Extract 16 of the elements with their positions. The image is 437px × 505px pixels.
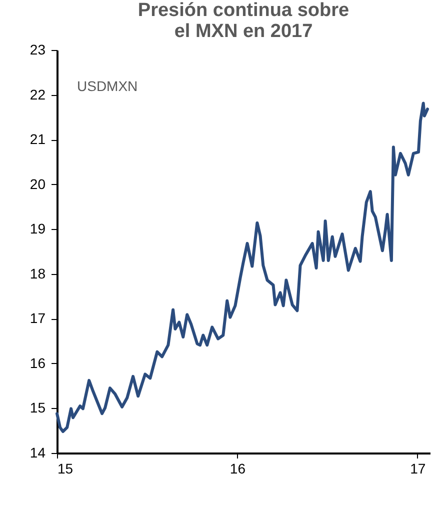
y-tick-label: 14 bbox=[30, 444, 46, 460]
y-tick-label: 18 bbox=[30, 265, 46, 282]
line-series bbox=[56, 102, 429, 434]
y-tick-label: 19 bbox=[30, 220, 46, 237]
y-tick-label: 23 bbox=[30, 42, 46, 58]
chart-title: Presión continua sobre el MXN en 2017 bbox=[138, 0, 350, 42]
y-tick-label: 17 bbox=[30, 310, 46, 326]
y-tick-label: 21 bbox=[30, 131, 46, 148]
y-tick-label: 16 bbox=[30, 354, 46, 371]
y-tick-label: 22 bbox=[30, 86, 46, 102]
text: USDMXN bbox=[77, 78, 138, 94]
y-tick-label: 20 bbox=[30, 176, 46, 192]
y-tick-label: 15 bbox=[30, 400, 46, 416]
x-tick-label: 16 bbox=[230, 460, 246, 476]
x-tick-label: 17 bbox=[410, 460, 426, 476]
x-tick-label: 15 bbox=[58, 460, 74, 476]
